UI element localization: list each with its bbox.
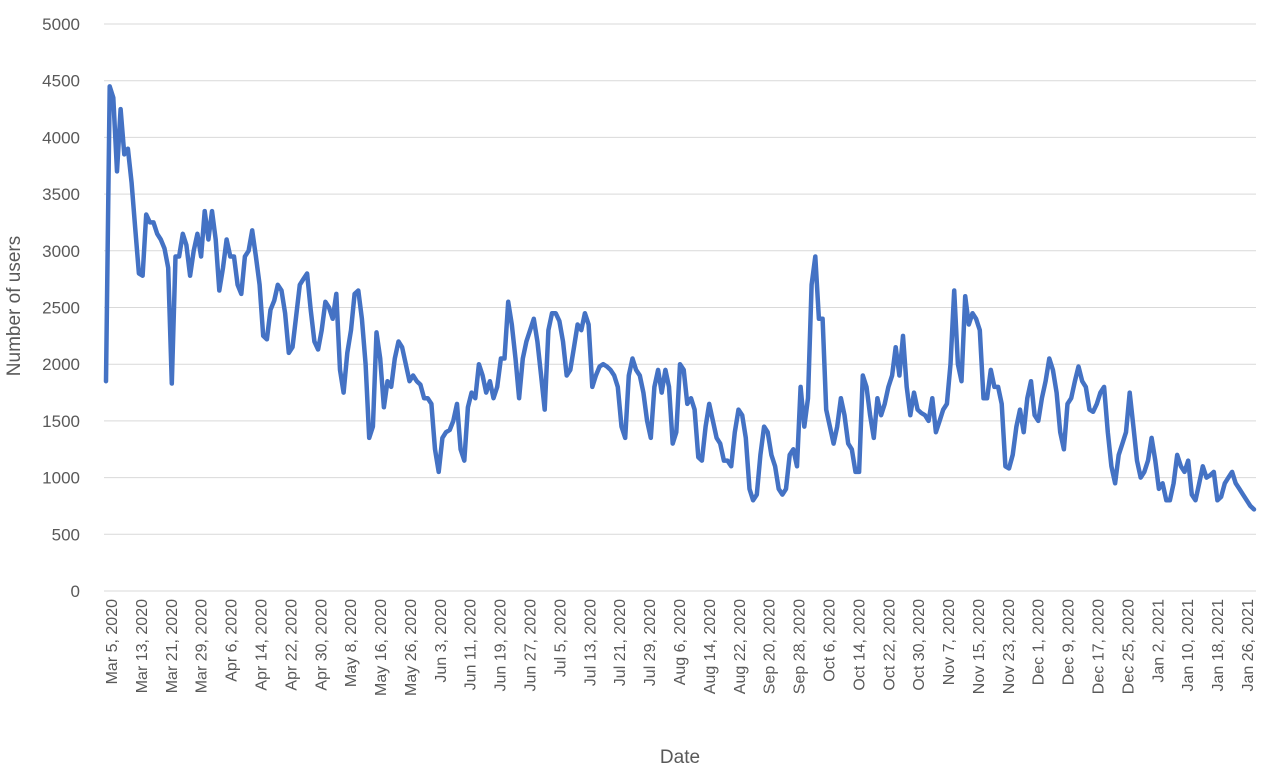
x-tick-label: Mar 5, 2020 [104,599,121,684]
x-tick-label: Jan 26, 2021 [1240,599,1257,692]
x-tick-label: Oct 30, 2020 [911,599,928,691]
x-tick-label: Jul 21, 2020 [612,599,629,686]
x-tick-label: Jul 13, 2020 [582,599,599,686]
x-tick-label: Dec 1, 2020 [1031,599,1048,685]
x-tick-label: Jun 19, 2020 [493,599,510,692]
y-tick-label: 2500 [42,299,80,318]
y-tick-label: 0 [71,582,80,601]
x-tick-label: Jan 10, 2021 [1180,599,1197,692]
x-tick-label: Aug 6, 2020 [672,599,689,685]
x-tick-label: Oct 6, 2020 [821,599,838,682]
x-tick-label: Nov 7, 2020 [941,599,958,685]
x-tick-label: Jan 18, 2021 [1210,599,1227,692]
x-tick-label: Oct 14, 2020 [851,599,868,691]
y-tick-label: 3500 [42,185,80,204]
x-tick-label: Dec 9, 2020 [1061,599,1078,685]
gridlines [104,23,1256,592]
x-tick-label: Apr 14, 2020 [253,599,270,691]
x-tick-label: Oct 22, 2020 [881,599,898,691]
y-axis-title: Number of users [4,236,25,376]
x-tick-label: Sep 20, 2020 [762,599,779,694]
x-axis-ticks: Mar 5, 2020 Mar 13, 2020 Mar 21, 2020 Mar 2… [104,599,1257,696]
x-tick-label: Aug 14, 2020 [702,599,719,694]
x-tick-label: Dec 25, 2020 [1120,599,1137,694]
x-tick-label: Dec 17, 2020 [1091,599,1108,694]
series-line-0 [103,84,1257,512]
x-tick-label: Mar 13, 2020 [134,599,151,693]
x-tick-label: Jan 2, 2021 [1150,599,1167,683]
x-tick-label: Mar 29, 2020 [194,599,211,693]
series-layer [103,84,1257,512]
y-tick-label: 5000 [42,15,80,34]
x-tick-label: Jun 27, 2020 [523,599,540,692]
x-tick-label: Apr 6, 2020 [224,599,241,682]
x-tick-label: Nov 15, 2020 [971,599,988,694]
x-tick-label: Jun 11, 2020 [463,599,480,690]
y-tick-label: 4000 [42,128,80,147]
x-tick-label: Apr 30, 2020 [313,599,330,691]
y-tick-label: 1500 [42,412,80,431]
y-axis-ticks: 0 500 1000 1500 2000 2500 3000 3500 4000 4500 5000 [42,15,80,601]
x-tick-label: May 26, 2020 [403,599,420,696]
y-tick-label: 500 [52,525,80,544]
x-tick-label: Aug 22, 2020 [732,599,749,694]
y-tick-label: 1000 [42,469,80,488]
x-tick-label: Jul 5, 2020 [552,599,569,677]
x-tick-label: Apr 22, 2020 [283,599,300,691]
x-axis-title: Date [660,747,700,768]
x-tick-label: Jul 29, 2020 [642,599,659,686]
y-tick-label: 4500 [42,72,80,91]
x-tick-label: Jun 3, 2020 [433,599,450,683]
x-tick-label: Nov 23, 2020 [1001,599,1018,694]
y-tick-label: 3000 [42,242,80,261]
x-tick-label: May 8, 2020 [343,599,360,687]
x-tick-label: Mar 21, 2020 [164,599,181,693]
y-tick-label: 2000 [42,355,80,374]
x-tick-label: Sep 28, 2020 [792,599,809,694]
x-tick-label: May 16, 2020 [373,599,390,696]
